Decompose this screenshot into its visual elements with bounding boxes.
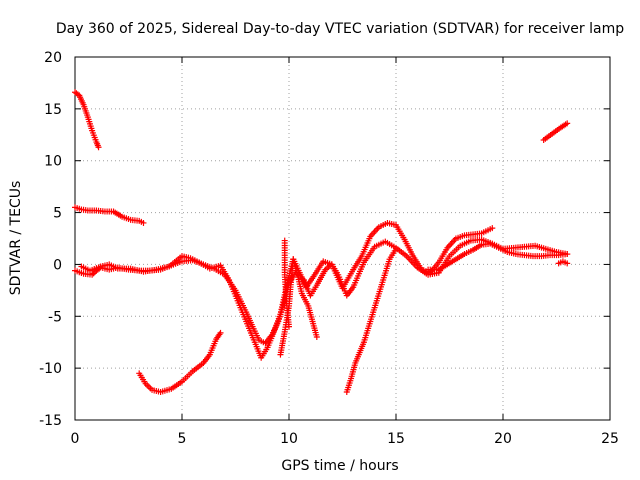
series-track-a (72, 89, 102, 151)
data-point (90, 270, 97, 277)
series-track-g (281, 237, 292, 330)
data-points (72, 89, 571, 395)
data-point (313, 334, 320, 341)
grid-lines (75, 57, 610, 420)
x-axis-label: GPS time / hours (281, 458, 398, 474)
series-track-c (72, 236, 571, 347)
series-track-h (343, 245, 399, 395)
data-point (489, 225, 496, 232)
x-tick-label: 0 (71, 431, 80, 447)
data-point (95, 144, 102, 151)
data-point (217, 329, 224, 336)
series-track-j (555, 258, 571, 267)
axis-ticks: 0 5 10 15 20 25 -15 -10 -5 0 5 10 15 20 (39, 50, 619, 447)
series-track-i (425, 240, 571, 273)
y-tick-label: 5 (53, 206, 62, 222)
chart-title: Day 360 of 2025, Sidereal Day-to-day VTE… (56, 21, 624, 37)
x-tick-label: 25 (601, 431, 619, 447)
data-point (564, 120, 571, 127)
y-tick-label: 0 (53, 257, 62, 273)
y-tick-label: 15 (44, 102, 62, 118)
y-axis-label: SDTVAR / TECUs (8, 181, 24, 296)
y-tick-label: -10 (39, 361, 62, 377)
x-tick-label: 15 (387, 431, 405, 447)
y-tick-label: 10 (44, 154, 62, 170)
series-track-b (72, 204, 147, 226)
x-tick-label: 5 (178, 431, 187, 447)
y-tick-label: -5 (48, 309, 62, 325)
x-tick-label: 10 (280, 431, 298, 447)
series-track-e (136, 329, 224, 395)
series-track-k (540, 120, 571, 143)
data-point (140, 219, 147, 226)
y-tick-label: -15 (39, 413, 62, 429)
x-tick-label: 20 (494, 431, 512, 447)
plot-frame (74, 56, 611, 421)
data-point (286, 323, 292, 330)
data-point (564, 251, 571, 258)
y-tick-label: 20 (44, 50, 62, 66)
data-point (393, 245, 399, 252)
data-point (564, 260, 571, 267)
